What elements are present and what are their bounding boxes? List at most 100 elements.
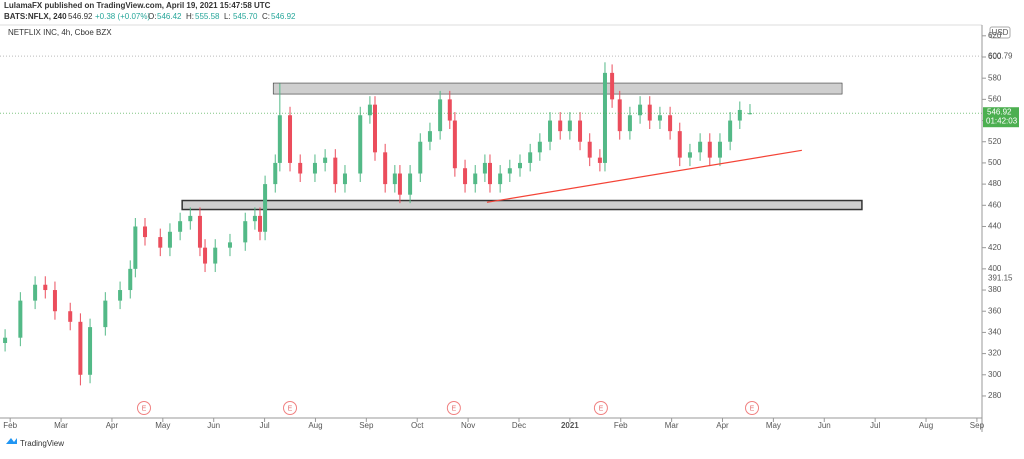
body <box>687 152 692 158</box>
ohlc-label: H: <box>186 12 194 21</box>
symbol: BATS:NFLX, 240 <box>4 12 67 21</box>
body <box>252 215 257 222</box>
event-label: E <box>452 405 457 412</box>
candle <box>610 64 615 108</box>
candle <box>507 159 512 182</box>
last: 546.92 <box>68 12 93 21</box>
candle <box>288 106 293 172</box>
ohlc-value: 555.58 <box>195 12 220 21</box>
body <box>528 152 533 163</box>
body <box>178 221 183 232</box>
body <box>627 115 632 132</box>
change: +0.38 (+0.07%) <box>95 12 150 21</box>
candle <box>273 154 278 193</box>
body <box>188 215 193 222</box>
body <box>143 226 148 238</box>
body <box>383 152 388 185</box>
x-tick-label: Feb <box>614 421 628 430</box>
body <box>243 221 248 243</box>
candle <box>518 154 523 177</box>
x-tick-label: Sep <box>359 421 374 430</box>
y-tick-label: 420 <box>988 243 1002 252</box>
body <box>548 120 553 142</box>
x-tick-label: Nov <box>461 421 475 430</box>
x-tick-label: Aug <box>919 421 933 430</box>
x-tick-label: Dec <box>512 421 526 430</box>
event-label: E <box>750 405 755 412</box>
candle <box>203 239 208 273</box>
candle <box>227 233 232 257</box>
body <box>298 162 303 174</box>
event-marker <box>136 401 151 415</box>
candle <box>133 218 138 278</box>
x-tick-label: Oct <box>411 421 424 430</box>
x-tick-label: Apr <box>716 421 729 430</box>
countdown: 01:42:03 <box>986 116 1018 125</box>
candle <box>597 149 602 172</box>
candle <box>408 165 413 204</box>
x-tick-label: Mar <box>665 421 679 430</box>
body <box>647 104 652 121</box>
body <box>518 162 523 169</box>
candle <box>447 90 452 130</box>
currency: USD <box>992 28 1009 37</box>
currency-box <box>989 26 1011 39</box>
event-label: E <box>599 405 604 412</box>
candle <box>498 165 503 193</box>
y-tick-label: 560 <box>988 94 1002 103</box>
candle <box>668 106 673 140</box>
candle <box>438 90 443 140</box>
publisher: LulamaFX published on TradingView.com, A… <box>4 1 271 10</box>
body <box>227 242 232 248</box>
y-tick-label: 360 <box>988 306 1002 315</box>
event-label: E <box>288 405 293 412</box>
candle <box>78 313 83 386</box>
x-tick-label: 2021 <box>561 421 579 430</box>
candle <box>43 276 48 299</box>
candle <box>537 133 542 161</box>
candle <box>188 207 193 230</box>
candle <box>427 122 432 151</box>
candle <box>143 218 148 246</box>
y-tick-label: 620 <box>988 31 1002 40</box>
candle <box>33 276 38 310</box>
candle <box>18 292 23 347</box>
candle <box>627 106 632 140</box>
y-tick-label: 600 <box>988 52 1002 61</box>
candle <box>128 260 133 299</box>
body <box>333 157 338 185</box>
ohlc-label: C: <box>262 12 270 21</box>
candle <box>52 281 57 320</box>
body <box>213 247 218 264</box>
body <box>657 115 662 121</box>
body <box>747 113 752 115</box>
price-label: 391.15 <box>988 273 1013 282</box>
y-tick-label: 480 <box>988 179 1002 188</box>
y-tick-label: 500 <box>988 158 1002 167</box>
candle <box>687 143 692 167</box>
candle <box>617 90 622 140</box>
x-tick-label: May <box>766 421 781 430</box>
body <box>452 120 457 169</box>
candle <box>647 96 652 130</box>
body <box>698 141 703 153</box>
candle <box>68 302 73 331</box>
logo <box>6 438 17 444</box>
body <box>482 162 487 174</box>
candle <box>243 212 248 251</box>
candle <box>3 329 8 352</box>
candle <box>567 112 572 140</box>
candle <box>213 239 218 273</box>
event-marker <box>593 401 608 415</box>
candle <box>452 112 457 177</box>
body <box>447 99 452 121</box>
y-tick-label: 520 <box>988 137 1002 146</box>
candle <box>602 62 607 172</box>
body <box>728 120 733 142</box>
x-tick-label: Mar <box>54 421 68 430</box>
body <box>342 173 347 185</box>
body <box>578 120 583 142</box>
y-tick-label: 340 <box>988 328 1002 337</box>
candle <box>367 96 372 124</box>
ohlc-value: 545.70 <box>233 12 258 21</box>
